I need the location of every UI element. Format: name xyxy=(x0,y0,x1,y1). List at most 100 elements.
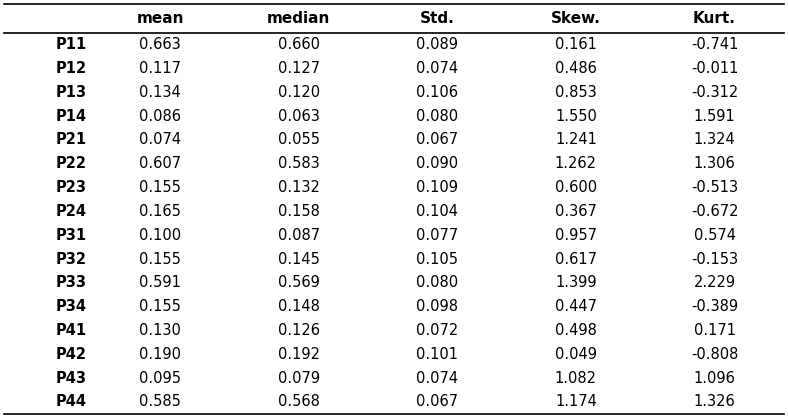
Text: 0.145: 0.145 xyxy=(277,252,320,267)
Text: 0.120: 0.120 xyxy=(277,85,320,100)
Text: Std.: Std. xyxy=(420,11,455,26)
Text: P31: P31 xyxy=(56,228,87,243)
Text: P12: P12 xyxy=(56,61,87,76)
Text: 0.095: 0.095 xyxy=(139,371,181,386)
Text: 0.591: 0.591 xyxy=(139,275,181,291)
Text: 0.853: 0.853 xyxy=(555,85,597,100)
Text: 1.399: 1.399 xyxy=(555,275,597,291)
Text: -0.808: -0.808 xyxy=(691,347,738,362)
Text: 0.607: 0.607 xyxy=(139,156,181,171)
Text: 1.096: 1.096 xyxy=(693,371,735,386)
Text: 0.600: 0.600 xyxy=(555,180,597,195)
Text: -0.312: -0.312 xyxy=(691,85,738,100)
Text: 0.074: 0.074 xyxy=(416,371,459,386)
Text: 0.087: 0.087 xyxy=(277,228,320,243)
Text: 0.105: 0.105 xyxy=(416,252,459,267)
Text: 0.074: 0.074 xyxy=(416,61,459,76)
Text: 0.063: 0.063 xyxy=(277,109,320,124)
Text: -0.389: -0.389 xyxy=(691,299,738,314)
Text: 0.568: 0.568 xyxy=(277,395,320,409)
Text: 0.100: 0.100 xyxy=(139,228,181,243)
Text: 0.080: 0.080 xyxy=(416,275,459,291)
Text: 0.074: 0.074 xyxy=(139,133,181,148)
Text: P44: P44 xyxy=(56,395,87,409)
Text: 1.241: 1.241 xyxy=(555,133,597,148)
Text: 0.055: 0.055 xyxy=(277,133,320,148)
Text: 0.158: 0.158 xyxy=(277,204,320,219)
Text: P13: P13 xyxy=(56,85,87,100)
Text: P11: P11 xyxy=(56,37,87,52)
Text: 0.106: 0.106 xyxy=(416,85,459,100)
Text: 0.127: 0.127 xyxy=(277,61,320,76)
Text: 0.134: 0.134 xyxy=(139,85,181,100)
Text: mean: mean xyxy=(136,11,184,26)
Text: P33: P33 xyxy=(56,275,87,291)
Text: 1.306: 1.306 xyxy=(693,156,735,171)
Text: 0.080: 0.080 xyxy=(416,109,459,124)
Text: 0.486: 0.486 xyxy=(555,61,597,76)
Text: 0.117: 0.117 xyxy=(139,61,181,76)
Text: 0.192: 0.192 xyxy=(277,347,320,362)
Text: 0.077: 0.077 xyxy=(416,228,459,243)
Text: 0.447: 0.447 xyxy=(555,299,597,314)
Text: 0.130: 0.130 xyxy=(139,323,181,338)
Text: 0.957: 0.957 xyxy=(555,228,597,243)
Text: 1.324: 1.324 xyxy=(693,133,735,148)
Text: 0.585: 0.585 xyxy=(139,395,181,409)
Text: 0.617: 0.617 xyxy=(555,252,597,267)
Text: 0.098: 0.098 xyxy=(416,299,459,314)
Text: 1.550: 1.550 xyxy=(555,109,597,124)
Text: 0.104: 0.104 xyxy=(416,204,459,219)
Text: 0.126: 0.126 xyxy=(277,323,320,338)
Text: 0.498: 0.498 xyxy=(555,323,597,338)
Text: 0.155: 0.155 xyxy=(139,252,181,267)
Text: 0.165: 0.165 xyxy=(139,204,181,219)
Text: 0.089: 0.089 xyxy=(416,37,459,52)
Text: 0.067: 0.067 xyxy=(416,395,459,409)
Text: 0.086: 0.086 xyxy=(139,109,181,124)
Text: 2.229: 2.229 xyxy=(693,275,735,291)
Text: 1.591: 1.591 xyxy=(693,109,735,124)
Text: Skew.: Skew. xyxy=(551,11,601,26)
Text: 0.148: 0.148 xyxy=(277,299,320,314)
Text: 0.155: 0.155 xyxy=(139,180,181,195)
Text: P24: P24 xyxy=(56,204,87,219)
Text: 0.569: 0.569 xyxy=(277,275,320,291)
Text: P21: P21 xyxy=(56,133,87,148)
Text: 0.101: 0.101 xyxy=(416,347,459,362)
Text: 0.190: 0.190 xyxy=(139,347,181,362)
Text: -0.672: -0.672 xyxy=(691,204,738,219)
Text: 1.326: 1.326 xyxy=(693,395,735,409)
Text: 0.155: 0.155 xyxy=(139,299,181,314)
Text: P42: P42 xyxy=(56,347,87,362)
Text: -0.153: -0.153 xyxy=(691,252,738,267)
Text: 0.072: 0.072 xyxy=(416,323,459,338)
Text: P23: P23 xyxy=(56,180,87,195)
Text: P22: P22 xyxy=(56,156,87,171)
Text: 0.161: 0.161 xyxy=(555,37,597,52)
Text: -0.513: -0.513 xyxy=(691,180,738,195)
Text: 0.171: 0.171 xyxy=(693,323,735,338)
Text: 1.174: 1.174 xyxy=(555,395,597,409)
Text: 0.663: 0.663 xyxy=(139,37,181,52)
Text: 0.367: 0.367 xyxy=(555,204,597,219)
Text: 0.079: 0.079 xyxy=(277,371,320,386)
Text: P43: P43 xyxy=(56,371,87,386)
Text: 0.090: 0.090 xyxy=(416,156,459,171)
Text: -0.741: -0.741 xyxy=(691,37,738,52)
Text: 0.132: 0.132 xyxy=(277,180,320,195)
Text: 1.082: 1.082 xyxy=(555,371,597,386)
Text: 0.049: 0.049 xyxy=(555,347,597,362)
Text: P34: P34 xyxy=(56,299,87,314)
Text: P14: P14 xyxy=(56,109,87,124)
Text: 0.660: 0.660 xyxy=(277,37,320,52)
Text: median: median xyxy=(267,11,330,26)
Text: P32: P32 xyxy=(56,252,87,267)
Text: -0.011: -0.011 xyxy=(691,61,738,76)
Text: P41: P41 xyxy=(56,323,87,338)
Text: 0.574: 0.574 xyxy=(693,228,735,243)
Text: 0.067: 0.067 xyxy=(416,133,459,148)
Text: 0.583: 0.583 xyxy=(278,156,320,171)
Text: 0.109: 0.109 xyxy=(416,180,459,195)
Text: 1.262: 1.262 xyxy=(555,156,597,171)
